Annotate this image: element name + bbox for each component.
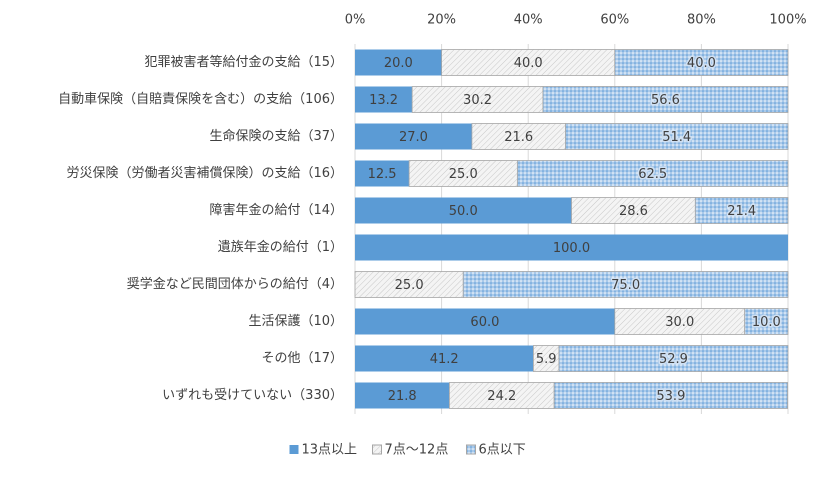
bar-segment xyxy=(553,382,788,409)
x-tick-label: 60% xyxy=(600,13,629,28)
bar-segment xyxy=(542,86,789,113)
data-label: 21.8 xyxy=(388,389,417,404)
x-tick-label: 20% xyxy=(427,13,456,28)
data-label: 40.0 xyxy=(514,56,543,71)
bar-segment xyxy=(694,197,789,224)
bar-segment xyxy=(355,345,534,372)
legend-swatch xyxy=(372,444,382,455)
bar-segment xyxy=(411,86,544,113)
data-label: 51.4 xyxy=(662,130,691,145)
data-label: 30.2 xyxy=(463,93,492,108)
bar-segment xyxy=(355,160,410,187)
data-label: 20.0 xyxy=(384,56,413,71)
data-label: 25.0 xyxy=(395,278,424,293)
y-tick-label: 障害年金の給付（14） xyxy=(209,202,343,218)
bar-segment xyxy=(558,345,789,372)
legend-label: 6点以下 xyxy=(479,443,526,458)
data-label: 56.6 xyxy=(651,93,680,108)
data-label: 30.0 xyxy=(665,315,694,330)
data-label: 25.0 xyxy=(449,167,478,182)
bar-segment xyxy=(355,382,450,409)
bar-segment xyxy=(355,49,442,76)
data-label: 100.0 xyxy=(553,241,590,256)
x-tick-label: 0% xyxy=(345,13,366,28)
data-label: 50.0 xyxy=(449,204,478,219)
y-tick-label: 生命保険の支給（37） xyxy=(209,128,343,144)
data-label: 28.6 xyxy=(619,204,648,219)
y-tick-label: その他（17） xyxy=(261,351,343,366)
data-label: 41.2 xyxy=(430,352,459,367)
data-label: 24.2 xyxy=(487,389,516,404)
data-label: 13.2 xyxy=(369,93,398,108)
bar-segment xyxy=(355,234,788,261)
bar-segment xyxy=(355,123,472,150)
legend-label: 7点～12点 xyxy=(385,443,449,458)
data-label: 62.5 xyxy=(638,167,667,182)
data-label: 27.0 xyxy=(399,130,428,145)
y-tick-label: 労災保険（労働者災害補償保険）の支給（16） xyxy=(66,165,343,181)
bar-segment xyxy=(571,197,696,224)
bar-segment xyxy=(744,308,789,335)
data-label: 21.6 xyxy=(504,130,533,145)
y-tick-label: 奨学金など民間団体からの給付（4） xyxy=(127,276,343,292)
bar-segment xyxy=(516,160,789,187)
bar-segment xyxy=(355,308,615,335)
data-label: 60.0 xyxy=(470,315,499,330)
x-tick-label: 100% xyxy=(769,13,806,28)
bar-segment xyxy=(614,308,746,335)
data-label: 5.9 xyxy=(536,352,557,367)
data-label: 10.0 xyxy=(752,315,781,330)
y-tick-label: 犯罪被害者等給付金の支給（15） xyxy=(144,54,343,70)
legend-label: 13点以上 xyxy=(302,443,358,458)
bar-segment xyxy=(355,86,413,113)
bar-segment xyxy=(448,382,555,409)
data-label: 21.4 xyxy=(727,204,756,219)
data-label: 53.9 xyxy=(656,389,685,404)
legend-swatch xyxy=(289,445,299,454)
x-tick-label: 40% xyxy=(514,13,543,28)
y-tick-label: 遺族年金の給付（1） xyxy=(218,239,343,255)
bar-segment xyxy=(354,271,464,298)
bar-segment xyxy=(565,123,789,150)
bar-segment xyxy=(532,345,560,372)
data-label: 40.0 xyxy=(687,56,716,71)
x-tick-label: 80% xyxy=(687,13,716,28)
y-tick-label: 生活保護（10） xyxy=(248,313,343,329)
data-label: 12.5 xyxy=(368,167,397,182)
bar-segment xyxy=(614,49,789,76)
data-label: 52.9 xyxy=(659,352,688,367)
data-label: 75.0 xyxy=(611,278,640,293)
bar-segment xyxy=(471,123,566,150)
legend-swatch xyxy=(466,444,476,455)
y-tick-label: 自動車保険（自賠責保険を含む）の支給（106） xyxy=(58,91,343,107)
y-tick-label: いずれも受けていない（330） xyxy=(162,388,343,403)
bar-segment xyxy=(462,271,789,298)
bar-segment xyxy=(355,197,572,224)
